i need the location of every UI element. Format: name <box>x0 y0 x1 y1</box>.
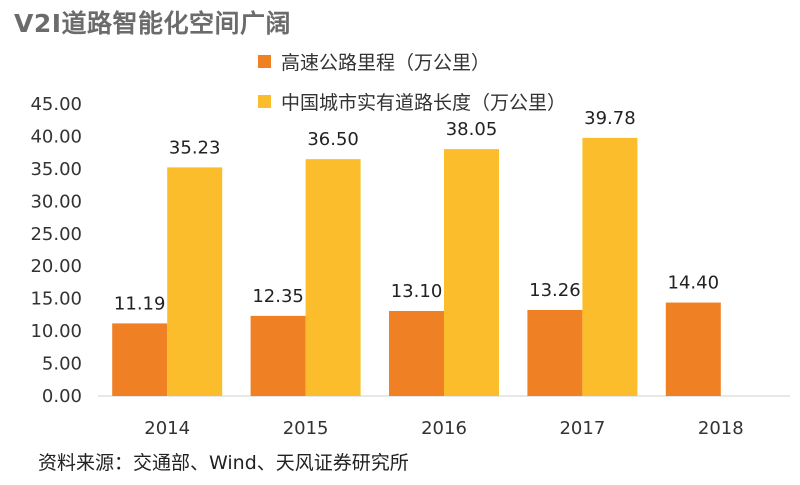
bar-highway <box>112 323 168 396</box>
legend-label-urban-road: 中国城市实有道路长度（万公里） <box>281 91 567 114</box>
y-tick-label: 10.00 <box>30 321 82 342</box>
x-tick-label: 2017 <box>559 418 605 439</box>
data-label-urban-road: 36.50 <box>307 129 359 150</box>
bar-highway <box>665 302 721 396</box>
bar-urban-road <box>582 137 638 396</box>
bar-highway <box>527 309 583 396</box>
data-label-highway: 11.19 <box>114 293 166 314</box>
x-tick-label: 2015 <box>283 418 329 439</box>
data-label-urban-road: 39.78 <box>584 108 636 129</box>
legend-swatch-highway <box>258 54 271 68</box>
bar-urban-road <box>444 149 499 396</box>
y-tick-label: 15.00 <box>30 289 82 310</box>
data-label-urban-road: 35.23 <box>169 137 221 158</box>
bar-urban-road <box>305 159 361 396</box>
data-label-highway: 13.26 <box>529 280 581 301</box>
data-label-highway: 14.40 <box>668 273 720 294</box>
bar-highway <box>389 310 444 396</box>
y-tick-label: 30.00 <box>30 191 82 212</box>
x-tick-label: 2018 <box>698 418 744 439</box>
bar-highway <box>250 315 306 396</box>
data-label-urban-road: 38.05 <box>446 119 498 140</box>
legend-item-highway: 高速公路里程（万公里） <box>258 50 491 74</box>
x-tick-label: 2014 <box>144 418 190 439</box>
legend-item-urban-road: 中国城市实有道路长度（万公里） <box>258 90 567 114</box>
y-tick-label: 5.00 <box>42 354 82 375</box>
y-tick-label: 40.00 <box>30 126 82 147</box>
y-tick-label: 35.00 <box>30 159 82 180</box>
bar-urban-road <box>167 167 223 396</box>
source-note: 资料来源：交通部、Wind、天风证券研究所 <box>38 452 409 474</box>
legend-swatch-urban-road <box>258 94 271 108</box>
x-tick-label: 2016 <box>421 418 467 439</box>
data-label-highway: 12.35 <box>252 286 304 307</box>
y-tick-label: 45.00 <box>30 94 82 115</box>
chart-title: V2I道路智能化空间广阔 <box>14 9 292 38</box>
y-tick-label: 25.00 <box>30 224 82 245</box>
y-tick-label: 20.00 <box>30 256 82 277</box>
data-label-highway: 13.10 <box>391 281 443 302</box>
y-tick-label: 0.00 <box>42 386 82 407</box>
legend-label-highway: 高速公路里程（万公里） <box>281 51 491 74</box>
